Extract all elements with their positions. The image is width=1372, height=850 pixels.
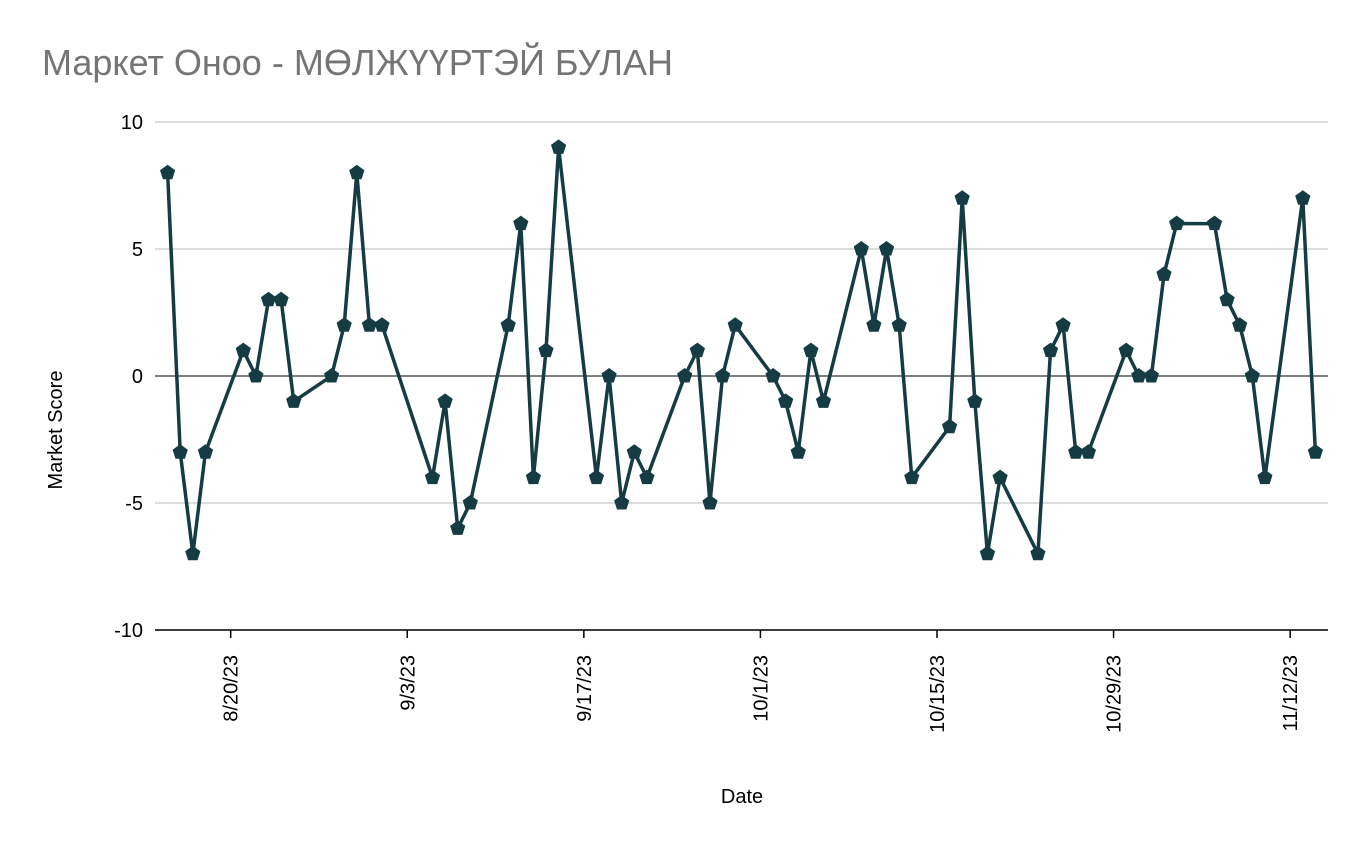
data-point (462, 495, 478, 510)
data-point (891, 317, 907, 332)
data-point (803, 342, 819, 358)
data-point (904, 469, 920, 485)
x-tick-label: 10/1/23 (750, 655, 772, 722)
data-point (702, 495, 718, 510)
data-point (790, 444, 806, 459)
x-tick-label: 11/12/23 (1280, 655, 1302, 731)
data-point (954, 190, 970, 205)
data-point (336, 317, 352, 332)
data-point (160, 164, 176, 180)
data-point (500, 317, 516, 332)
data-point (677, 368, 693, 383)
data-point (1156, 266, 1172, 281)
data-point (588, 469, 605, 485)
data-point (349, 164, 365, 180)
y-tick-label: -10 (114, 620, 143, 642)
data-point (1055, 317, 1071, 332)
y-tick-label: 0 (132, 366, 143, 388)
y-axis-label: Market Score (45, 371, 67, 490)
data-point (1118, 342, 1134, 358)
y-tick-label: 5 (132, 239, 143, 261)
data-point (513, 215, 529, 231)
x-tick-label: 10/29/23 (1104, 655, 1126, 733)
data-point (1169, 215, 1185, 231)
data-point (235, 342, 251, 358)
x-tick-label: 10/15/23 (927, 655, 949, 733)
data-point (614, 495, 630, 510)
data-point (853, 241, 869, 256)
series-line (165, 145, 1318, 556)
y-tick-label: 10 (121, 112, 143, 134)
data-point (727, 317, 743, 332)
data-point (1295, 190, 1311, 205)
data-point (437, 393, 453, 408)
data-point (967, 393, 983, 408)
data-point (1307, 444, 1323, 459)
data-point (866, 317, 882, 332)
data-point (1219, 291, 1235, 307)
data-point (551, 139, 567, 154)
data-point (324, 368, 340, 383)
data-point (942, 418, 958, 434)
data-point (689, 342, 705, 358)
data-point (765, 368, 781, 383)
data-point (639, 469, 655, 485)
data-point (260, 291, 277, 307)
y-tick-label: -5 (125, 493, 143, 515)
data-point (538, 342, 554, 358)
data-point (878, 241, 895, 256)
data-point (979, 545, 996, 561)
data-point (1244, 368, 1260, 383)
data-point (992, 469, 1008, 485)
data-point (601, 368, 617, 383)
data-point (1042, 342, 1059, 358)
data-point (197, 444, 214, 459)
data-point (1257, 469, 1273, 485)
data-point (374, 317, 390, 332)
data-point (815, 393, 832, 408)
data-point (450, 520, 466, 535)
data-point (525, 469, 541, 485)
data-point (715, 368, 731, 383)
data-point (1232, 317, 1248, 332)
data-point (1068, 444, 1084, 459)
data-point (424, 469, 441, 485)
data-point (185, 545, 201, 561)
x-tick-label: 8/20/23 (221, 655, 243, 722)
data-point (1030, 545, 1046, 561)
data-point (286, 393, 302, 408)
chart-title: Маркет Оноо - МӨЛЖҮҮРТЭЙ БУЛАН (42, 41, 673, 83)
data-point (361, 317, 377, 332)
data-point (778, 393, 794, 408)
data-point (1131, 368, 1147, 383)
data-point (1206, 215, 1223, 231)
data-point (626, 444, 642, 459)
x-tick-label: 9/3/23 (397, 655, 419, 711)
x-axis-label: Date (721, 786, 763, 808)
data-point (1143, 368, 1159, 383)
data-point (1080, 444, 1096, 459)
x-tick-label: 9/17/23 (574, 655, 596, 722)
data-point (172, 444, 188, 459)
data-point (273, 291, 289, 307)
data-point (248, 368, 264, 383)
